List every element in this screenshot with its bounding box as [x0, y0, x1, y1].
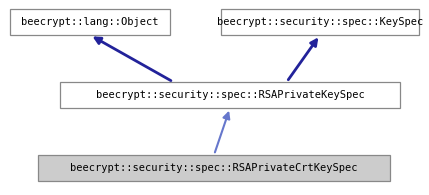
FancyBboxPatch shape: [38, 155, 390, 181]
FancyBboxPatch shape: [60, 82, 400, 108]
FancyBboxPatch shape: [10, 9, 170, 35]
Text: beecrypt::security::spec::RSAPrivateCrtKeySpec: beecrypt::security::spec::RSAPrivateCrtK…: [70, 163, 358, 173]
Text: beecrypt::lang::Object: beecrypt::lang::Object: [21, 17, 159, 27]
FancyBboxPatch shape: [221, 9, 419, 35]
Text: beecrypt::security::spec::RSAPrivateKeySpec: beecrypt::security::spec::RSAPrivateKeyS…: [96, 90, 364, 100]
Text: beecrypt::security::spec::KeySpec: beecrypt::security::spec::KeySpec: [217, 17, 423, 27]
